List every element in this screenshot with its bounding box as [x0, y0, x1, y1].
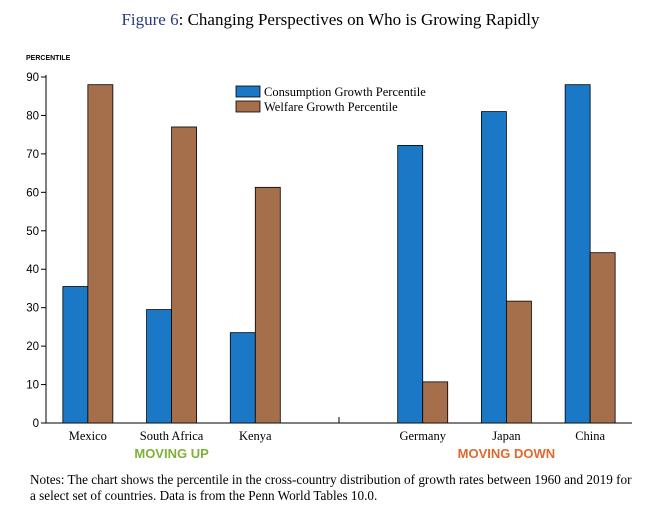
- title-text: : Changing Perspectives on Who is Growin…: [178, 10, 540, 29]
- group-label-moving-down: MOVING DOWN: [458, 446, 556, 461]
- chart-notes: Notes: The chart shows the percentile in…: [30, 472, 632, 503]
- bar-consumption-south-africa: [146, 309, 172, 424]
- bar-consumption-china: [564, 84, 591, 424]
- y-tick-label: 10: [26, 380, 39, 392]
- bar-welfare-south-africa: [171, 126, 197, 424]
- bar-consumption-germany: [397, 145, 424, 424]
- legend-label-consumption: Consumption Growth Percentile: [264, 85, 426, 99]
- x-tick-label: Mexico: [69, 429, 107, 443]
- y-axis-label: PERCENTILE: [26, 55, 71, 62]
- y-tick-label: 60: [26, 187, 39, 199]
- y-tick-label: 90: [26, 72, 39, 84]
- bar-welfare-mexico: [87, 84, 114, 424]
- chart-title: Figure 6: Changing Perspectives on Who i…: [0, 10, 661, 30]
- y-tick-label: 0: [33, 418, 39, 430]
- group-label-moving-up: MOVING UP: [134, 446, 209, 461]
- x-tick-label: South Africa: [140, 429, 204, 443]
- bar-welfare-china: [589, 252, 616, 424]
- bar-welfare-kenya: [254, 186, 281, 424]
- y-tick-label: 40: [26, 264, 39, 276]
- bar-welfare-japan: [506, 300, 532, 424]
- bar-welfare-germany: [422, 381, 449, 424]
- y-tick-label: 30: [26, 303, 39, 315]
- legend-label-welfare: Welfare Growth Percentile: [264, 100, 398, 114]
- bar-consumption-japan: [481, 111, 507, 424]
- x-tick-label: Germany: [399, 429, 446, 443]
- bar-chart: PERCENTILE 0 10 20 30 40 50 60 70 80 90 Mexico South…: [26, 55, 632, 461]
- y-tick-label: 70: [26, 149, 39, 161]
- legend-swatch-welfare: [235, 100, 261, 113]
- y-tick-label: 50: [26, 226, 39, 238]
- bar-consumption-kenya: [229, 332, 256, 424]
- y-tick-label: 20: [26, 341, 39, 353]
- x-tick-label: China: [575, 429, 605, 443]
- x-tick-label: Japan: [492, 429, 521, 443]
- bar-consumption-mexico: [62, 286, 89, 424]
- figure-number: Figure 6: [121, 10, 179, 29]
- x-tick-label: Kenya: [239, 429, 272, 443]
- y-tick-label: 80: [26, 110, 39, 122]
- legend-swatch-consumption: [235, 85, 261, 98]
